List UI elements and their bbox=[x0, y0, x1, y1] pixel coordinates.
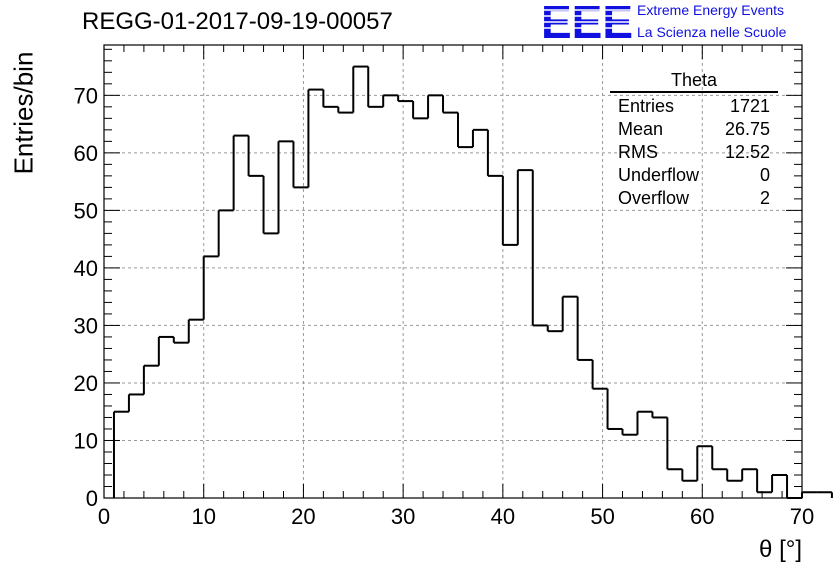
stats-label: Mean bbox=[618, 119, 664, 139]
histogram-bin bbox=[696, 445, 713, 481]
x-tick-label: 0 bbox=[98, 504, 110, 529]
stats-label: Entries bbox=[618, 96, 675, 116]
histogram-bin bbox=[292, 141, 309, 189]
stats-label: Underflow bbox=[618, 165, 700, 185]
histogram-bin bbox=[397, 95, 414, 103]
histogram-bin bbox=[756, 469, 773, 494]
histogram-bin bbox=[471, 128, 488, 148]
logo-subtitle-2: La Scienza nelle Scuole bbox=[637, 24, 787, 40]
histogram-bin bbox=[801, 491, 817, 498]
stats-value: 2 bbox=[759, 188, 770, 208]
stats-row-overflow: Overflow 2 bbox=[610, 187, 778, 210]
histogram-bin bbox=[531, 170, 548, 327]
y-tick-label: 30 bbox=[74, 313, 98, 338]
histogram-bin bbox=[591, 359, 608, 390]
x-tick-label: 30 bbox=[391, 504, 415, 529]
x-tick-label: 20 bbox=[291, 504, 315, 529]
stats-value: 26.75 bbox=[724, 119, 770, 139]
histogram-bin bbox=[636, 410, 653, 435]
histogram-bin bbox=[771, 473, 788, 493]
histogram-bin bbox=[322, 89, 339, 108]
histogram-bin bbox=[681, 469, 698, 482]
eee-logo: EEE bbox=[542, 0, 632, 44]
stats-title: Theta bbox=[610, 70, 778, 93]
stats-value: 1721 bbox=[729, 96, 770, 116]
y-tick-label: 0 bbox=[86, 486, 98, 511]
histogram-bin bbox=[172, 336, 189, 344]
stats-row-underflow: Underflow 0 bbox=[610, 164, 778, 187]
x-axis-label: θ [°] bbox=[759, 536, 802, 563]
x-tick-label: 10 bbox=[191, 504, 215, 529]
histogram-bin bbox=[442, 95, 458, 114]
histogram-bin bbox=[651, 411, 668, 419]
histogram-bin bbox=[711, 446, 728, 471]
y-tick-label: 10 bbox=[74, 428, 98, 453]
histogram-bin bbox=[576, 296, 593, 361]
plot-frame bbox=[103, 44, 803, 499]
histogram-bin bbox=[412, 101, 429, 120]
grid-lines bbox=[104, 45, 802, 498]
histogram-bin bbox=[486, 129, 503, 177]
histogram-bin bbox=[262, 175, 279, 235]
stats-row-rms: RMS 12.52 bbox=[610, 141, 778, 164]
histogram-bin bbox=[217, 209, 234, 257]
histogram-bin bbox=[501, 175, 518, 246]
chart-title: REGG-01-2017-09-19-00057 bbox=[82, 8, 393, 35]
histogram-bin bbox=[142, 364, 159, 395]
histogram-bin bbox=[516, 169, 533, 245]
x-tick-label: 70 bbox=[790, 504, 814, 529]
histogram-bin bbox=[187, 318, 204, 343]
y-tick-label: 70 bbox=[74, 83, 98, 108]
logo-subtitle-1: Extreme Energy Events bbox=[637, 2, 785, 18]
y-axis-label: Entries/bin bbox=[8, 51, 39, 175]
histogram-bin bbox=[741, 468, 758, 481]
histogram-bin bbox=[202, 255, 219, 320]
histogram-bin bbox=[352, 65, 369, 113]
histogram-bars bbox=[112, 65, 833, 499]
stats-label: Overflow bbox=[618, 188, 690, 208]
histogram-bin bbox=[666, 417, 683, 471]
stats-label: RMS bbox=[618, 142, 658, 162]
x-tick-label: 40 bbox=[491, 504, 515, 529]
histogram-bin bbox=[232, 134, 249, 211]
stats-box: Theta Entries 1721 Mean 26.75 RMS 12.52 … bbox=[610, 70, 778, 210]
y-tick-label: 40 bbox=[74, 256, 98, 281]
histogram-bin bbox=[621, 428, 638, 436]
histogram-bin bbox=[337, 106, 354, 114]
histogram-bin bbox=[382, 94, 399, 107]
y-tick-label: 60 bbox=[74, 141, 98, 166]
x-tick-label: 50 bbox=[590, 504, 614, 529]
histogram-bin bbox=[456, 112, 473, 149]
histogram-bin bbox=[157, 335, 174, 366]
stats-value: 0 bbox=[759, 165, 770, 185]
histogram-bin bbox=[561, 295, 578, 332]
stats-row-mean: Mean 26.75 bbox=[610, 118, 778, 141]
stats-row-entries: Entries 1721 bbox=[610, 95, 778, 118]
x-tick-label: 60 bbox=[690, 504, 714, 529]
histogram-bin bbox=[127, 393, 144, 412]
histogram-bin bbox=[726, 469, 743, 482]
stats-value: 12.52 bbox=[724, 142, 770, 162]
histogram-bin bbox=[427, 94, 444, 119]
y-tick-label: 20 bbox=[74, 371, 98, 396]
histogram-bin bbox=[546, 325, 563, 333]
histogram-bin bbox=[112, 410, 129, 498]
histogram-bin bbox=[307, 88, 324, 188]
y-tick-label: 50 bbox=[74, 198, 98, 223]
histogram-bin bbox=[277, 140, 294, 234]
histogram-bin bbox=[247, 135, 264, 177]
histogram-bin bbox=[367, 66, 384, 108]
histogram-bin bbox=[606, 388, 623, 430]
